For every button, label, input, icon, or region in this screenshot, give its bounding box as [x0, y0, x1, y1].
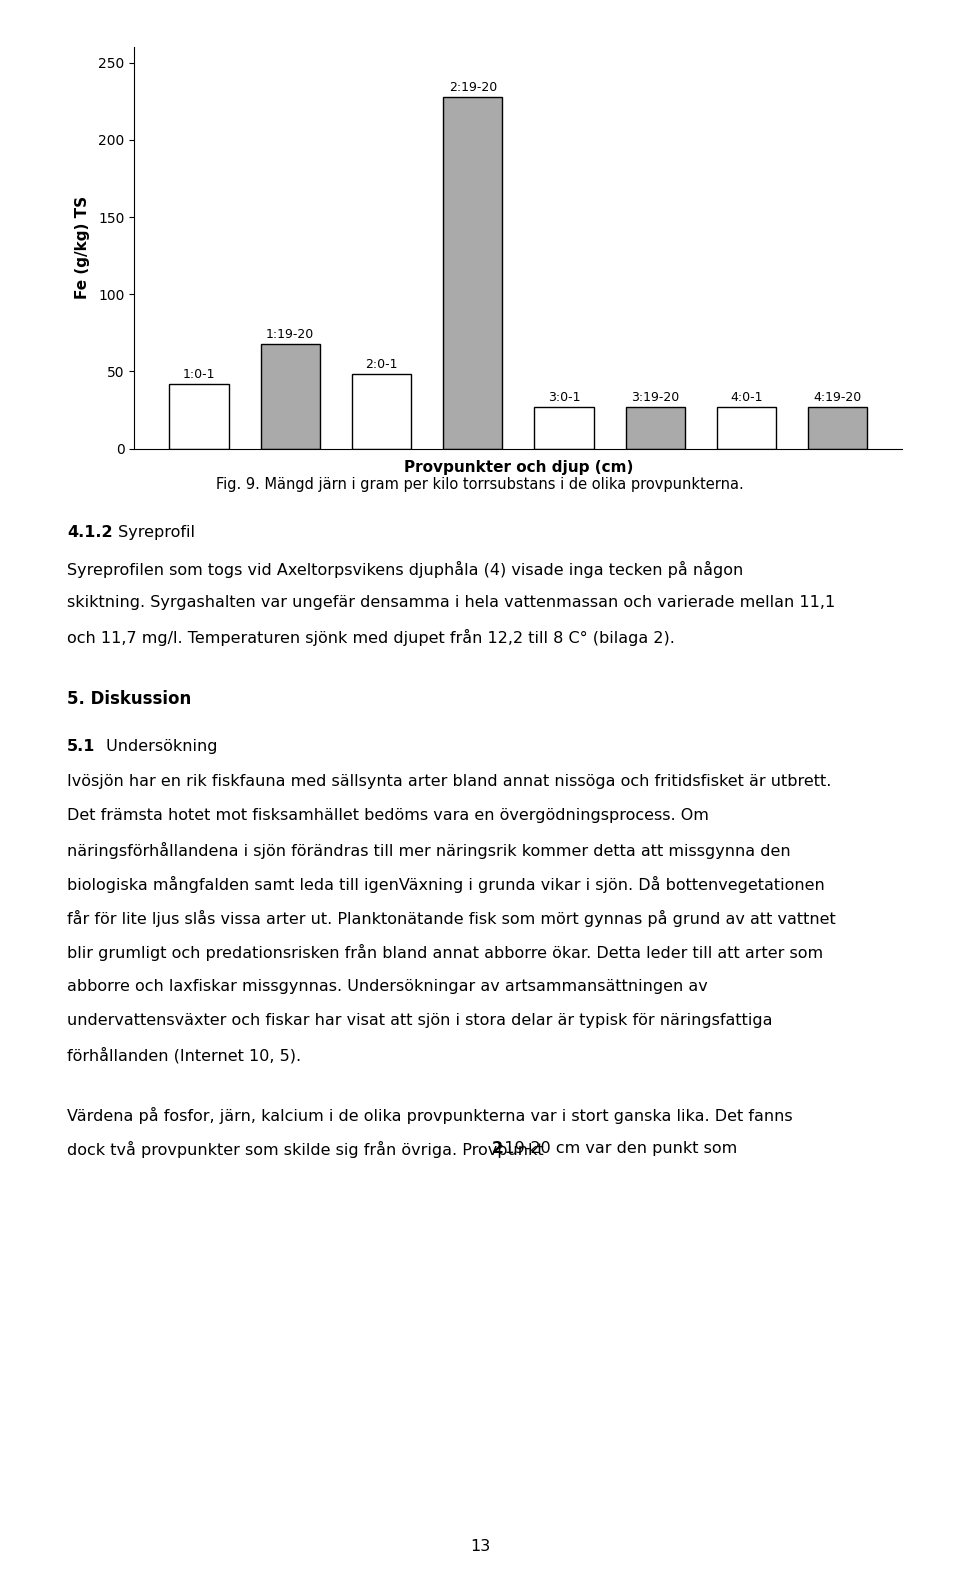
- Text: biologiska mångfalden samt leda till igenVäxning i grunda vikar i sjön. Då botte: biologiska mångfalden samt leda till ige…: [67, 877, 825, 892]
- Text: Fig. 9. Mängd järn i gram per kilo torrsubstans i de olika provpunkterna.: Fig. 9. Mängd järn i gram per kilo torrs…: [216, 477, 744, 493]
- Bar: [808, 408, 868, 449]
- Text: 2: 2: [492, 1141, 503, 1157]
- Text: 4:0-1: 4:0-1: [731, 390, 763, 405]
- Bar: [626, 408, 684, 449]
- Bar: [444, 96, 502, 449]
- X-axis label: Provpunkter och djup (cm): Provpunkter och djup (cm): [404, 460, 633, 475]
- Bar: [352, 375, 411, 449]
- Text: skiktning. Syrgashalten var ungefär densamma i hela vattenmassan och varierade m: skiktning. Syrgashalten var ungefär dens…: [67, 595, 835, 609]
- Text: Undersökning: Undersökning: [101, 738, 217, 754]
- Y-axis label: Fe (g/kg) TS: Fe (g/kg) TS: [75, 197, 90, 299]
- Text: 2:0-1: 2:0-1: [365, 359, 397, 371]
- Bar: [717, 408, 777, 449]
- Text: 5. Diskussion: 5. Diskussion: [67, 691, 191, 708]
- Text: förhållanden (Internet 10, 5).: förhållanden (Internet 10, 5).: [67, 1047, 301, 1064]
- Text: näringsförhållandena i sjön förändras till mer näringsrik kommer detta att missg: näringsförhållandena i sjön förändras ti…: [67, 842, 791, 859]
- Text: 1:0-1: 1:0-1: [182, 368, 215, 381]
- Text: 4:19-20: 4:19-20: [814, 390, 862, 405]
- Text: abborre och laxfiskar missgynnas. Undersökningar av artsammansättningen av: abborre och laxfiskar missgynnas. Unders…: [67, 979, 708, 993]
- Text: undervattensväxter och fiskar har visat att sjön i stora delar är typisk för när: undervattensväxter och fiskar har visat …: [67, 1012, 773, 1028]
- Text: 2:19-20: 2:19-20: [448, 80, 497, 93]
- Text: Det främsta hotet mot fisksamhället bedöms vara en övergödningsprocess. Om: Det främsta hotet mot fisksamhället bedö…: [67, 807, 709, 823]
- Text: 5.1: 5.1: [67, 738, 96, 754]
- Text: och 11,7 mg/l. Temperaturen sjönk med djupet från 12,2 till 8 C° (bilaga 2).: och 11,7 mg/l. Temperaturen sjönk med dj…: [67, 628, 675, 645]
- Text: får för lite ljus slås vissa arter ut. Planktonätande fisk som mört gynnas på gr: får för lite ljus slås vissa arter ut. P…: [67, 910, 836, 927]
- Bar: [535, 408, 593, 449]
- Text: 1:19-20: 1:19-20: [266, 327, 314, 340]
- Bar: [169, 384, 228, 449]
- Text: 4.1.2: 4.1.2: [67, 526, 113, 540]
- Text: dock två provpunkter som skilde sig från övriga. Provpunkt: dock två provpunkter som skilde sig från…: [67, 1141, 549, 1158]
- Text: 3:19-20: 3:19-20: [631, 390, 680, 405]
- Text: blir grumligt och predationsrisken från bland annat abborre ökar. Detta leder ti: blir grumligt och predationsrisken från …: [67, 944, 824, 962]
- Text: Värdena på fosfor, järn, kalcium i de olika provpunkterna var i stort ganska lik: Värdena på fosfor, järn, kalcium i de ol…: [67, 1107, 793, 1124]
- Bar: [260, 343, 320, 449]
- Text: Ivösjön har en rik fiskfauna med sällsynta arter bland annat nissöga och fritids: Ivösjön har en rik fiskfauna med sällsyn…: [67, 774, 831, 789]
- Text: Syreprofil: Syreprofil: [113, 526, 195, 540]
- Text: :19-20 cm var den punkt som: :19-20 cm var den punkt som: [499, 1141, 737, 1157]
- Text: 3:0-1: 3:0-1: [548, 390, 580, 405]
- Text: 13: 13: [469, 1539, 491, 1555]
- Text: Syreprofilen som togs vid Axeltorpsvikens djuphåla (4) visade inga tecken på någ: Syreprofilen som togs vid Axeltorpsviken…: [67, 560, 743, 578]
